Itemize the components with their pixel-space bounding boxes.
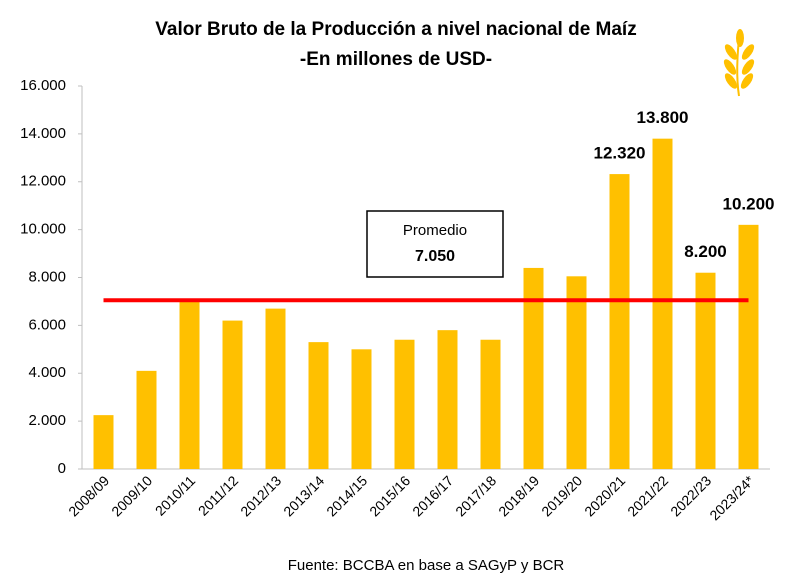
y-tick-label: 6.000 xyxy=(28,316,66,333)
average-value-label: 7.050 xyxy=(415,248,455,265)
x-tick-label: 2010/11 xyxy=(152,472,199,519)
y-tick-label: 0 xyxy=(58,460,66,477)
bar xyxy=(394,339,415,469)
bar xyxy=(265,308,286,469)
x-tick-label: 2012/13 xyxy=(237,472,284,519)
bar xyxy=(566,276,587,469)
average-box xyxy=(366,210,504,278)
bar xyxy=(437,330,458,469)
y-tick-label: 8.000 xyxy=(28,268,66,285)
bar xyxy=(695,272,716,469)
y-tick-label: 14.000 xyxy=(20,125,66,142)
bar xyxy=(136,370,157,469)
bar xyxy=(351,349,372,469)
data-label: 13.800 xyxy=(637,108,689,127)
y-tick-label: 16.000 xyxy=(20,77,66,94)
x-tick-label: 2008/09 xyxy=(65,472,112,519)
y-tick-label: 10.000 xyxy=(20,221,66,238)
x-tick-label: 2014/15 xyxy=(323,472,370,519)
bar xyxy=(222,320,243,469)
x-tick-label: 2016/17 xyxy=(409,472,456,519)
bar xyxy=(652,138,673,469)
y-tick-label: 2.000 xyxy=(28,412,66,429)
bar xyxy=(523,267,544,469)
y-tick-label: 4.000 xyxy=(28,364,66,381)
x-tick-label: 2017/18 xyxy=(452,472,499,519)
bar xyxy=(480,339,501,469)
x-tick-label: 2019/20 xyxy=(538,472,585,519)
data-label: 8.200 xyxy=(684,242,727,261)
bar xyxy=(179,299,200,469)
bar xyxy=(738,224,759,469)
x-tick-label: 2023/24* xyxy=(706,472,757,523)
source-note: Fuente: BCCBA en base a SAGyP y BCR xyxy=(288,557,565,574)
x-tick-label: 2018/19 xyxy=(495,472,542,519)
x-tick-label: 2011/12 xyxy=(195,472,242,519)
x-tick-label: 2009/10 xyxy=(108,472,155,519)
data-label: 12.320 xyxy=(594,144,646,163)
bar xyxy=(609,174,630,469)
y-tick-label: 12.000 xyxy=(20,173,66,190)
x-tick-label: 2015/16 xyxy=(366,472,413,519)
average-label: Promedio xyxy=(403,222,467,239)
chart-subtitle: -En millones de USD- xyxy=(300,49,492,70)
wheat-icon xyxy=(723,29,755,97)
x-tick-label: 2020/21 xyxy=(581,472,628,519)
x-tick-label: 2021/22 xyxy=(624,472,671,519)
bar xyxy=(93,415,114,469)
chart-title: Valor Bruto de la Producción a nivel nac… xyxy=(155,19,636,40)
x-tick-label: 2013/14 xyxy=(280,472,327,519)
bar xyxy=(308,342,329,469)
data-label: 10.200 xyxy=(723,194,775,213)
